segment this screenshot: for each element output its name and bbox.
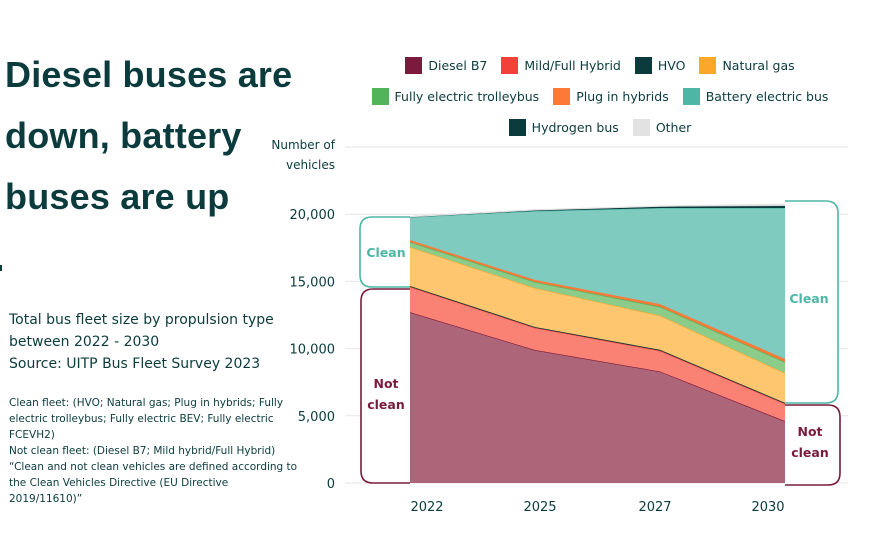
clean-box-2030	[785, 200, 839, 404]
y-axis-ticks: 0 5,000 10,000 15,000 20,000	[290, 208, 336, 492]
area-edge-plug-in-hybrids	[409, 239, 786, 360]
y-tick-label: 10,000	[290, 343, 336, 358]
legend-label: Plug in hybrids	[576, 89, 669, 104]
not-clean-box-2030	[785, 404, 841, 486]
y-axis-label-line2: vehicles	[286, 158, 335, 172]
y-tick-label: 0	[327, 477, 335, 492]
clean-annotation-boxes: Clean Not clean Clean Not clean	[359, 200, 841, 486]
area-diesel-b7	[410, 312, 785, 483]
legend-swatch	[699, 57, 717, 74]
legend-label: Natural gas	[722, 58, 795, 73]
x-tick-label: 2027	[638, 500, 671, 515]
definition-notes: Clean fleet: (HVO; Natural gas; Plug in …	[9, 395, 299, 507]
not-clean-label-2022-line2: clean	[367, 397, 405, 412]
clean-label-2022: Clean	[366, 245, 405, 260]
not-clean-label-2030-line1: Not	[797, 424, 822, 439]
legend-item: Mild/Full Hybrid	[501, 57, 621, 74]
legend-swatch	[682, 88, 700, 105]
not-clean-label-2030-line2: clean	[791, 445, 829, 460]
legend-swatch	[508, 119, 526, 136]
area-mild-full-hybrid	[410, 286, 785, 422]
legend-item: Plug in hybrids	[553, 88, 669, 105]
x-axis-ticks: 2022 2025 2027 2030	[410, 500, 784, 515]
legend-item: HVO	[634, 57, 686, 74]
not-clean-label-2022-line1: Not	[373, 376, 398, 391]
legend-label: Fully electric trolleybus	[394, 89, 540, 104]
edge-tick-mark	[0, 265, 2, 271]
area-natural-gas	[410, 246, 785, 403]
area-other	[410, 204, 785, 217]
page-title: Diesel buses are down, battery buses are…	[5, 54, 293, 217]
legend-label: HVO	[657, 58, 686, 73]
legend-swatch	[501, 57, 519, 74]
legend-swatch	[634, 57, 652, 74]
legend-label: Hydrogen bus	[531, 120, 619, 135]
legend-swatch	[405, 57, 423, 74]
y-tick-label: 5,000	[298, 410, 335, 425]
chart-legend: Diesel B7 Mild/Full Hybrid HVO Natural gas F…	[360, 50, 840, 143]
clean-box-2030-bg	[785, 201, 838, 403]
not-clean-box-2022	[360, 288, 410, 484]
legend-label: Battery electric bus	[705, 89, 829, 104]
legend-label: Mild/Full Hybrid	[524, 58, 621, 73]
directive-note: “Clean and not clean vehicles are define…	[9, 461, 298, 505]
legend-item: Other	[632, 119, 692, 136]
legend-swatch	[632, 119, 650, 136]
legend-row: Hydrogen bus Other	[360, 112, 840, 143]
clean-box-2022	[359, 216, 410, 288]
subtitle-line: between 2022 - 2030	[9, 334, 160, 350]
not-clean-fleet-note: Not clean fleet: (Diesel B7; Mild hybrid…	[9, 445, 276, 457]
legend-row: Diesel B7 Mild/Full Hybrid HVO Natural gas	[360, 50, 840, 81]
area-battery-electric-bus	[410, 208, 785, 359]
area-edge-other	[409, 203, 786, 218]
legend-item: Fully electric trolleybus	[371, 88, 540, 105]
legend-label: Other	[655, 120, 692, 135]
area-edge-natural-gas	[409, 246, 786, 374]
legend-item: Hydrogen bus	[508, 119, 619, 136]
not-clean-box-2030-bg	[785, 405, 840, 485]
legend-swatch	[371, 88, 389, 105]
legend-item: Natural gas	[699, 57, 795, 74]
y-axis-label-line1: Number of	[271, 138, 335, 152]
y-tick-label: 20,000	[290, 208, 336, 223]
legend-swatch	[553, 88, 571, 105]
x-tick-label: 2030	[751, 500, 784, 515]
x-tick-label: 2022	[410, 500, 443, 515]
legend-row: Fully electric trolleybus Plug in hybrids…	[360, 81, 840, 112]
clean-label-2030: Clean	[789, 291, 828, 306]
area-fully-electric-trolleybus	[410, 242, 785, 374]
y-tick-label: 15,000	[290, 275, 336, 290]
area-hydrogen-bus	[410, 206, 785, 218]
source-line: Source: UITP Bus Fleet Survey 2023	[9, 356, 261, 372]
area-series	[409, 203, 786, 483]
area-edge-hvo	[409, 285, 786, 404]
legend-item: Diesel B7	[405, 57, 487, 74]
chart-subtitle: Total bus fleet size by propulsion type …	[9, 309, 279, 375]
clean-fleet-note: Clean fleet: (HVO; Natural gas; Plug in …	[9, 397, 284, 441]
legend-label: Diesel B7	[428, 58, 488, 73]
legend-item: Battery electric bus	[682, 88, 829, 105]
area-edge-fully-electric-trolleybus	[409, 241, 786, 363]
x-tick-label: 2025	[523, 500, 556, 515]
subtitle-line: Total bus fleet size by propulsion type	[9, 312, 274, 328]
